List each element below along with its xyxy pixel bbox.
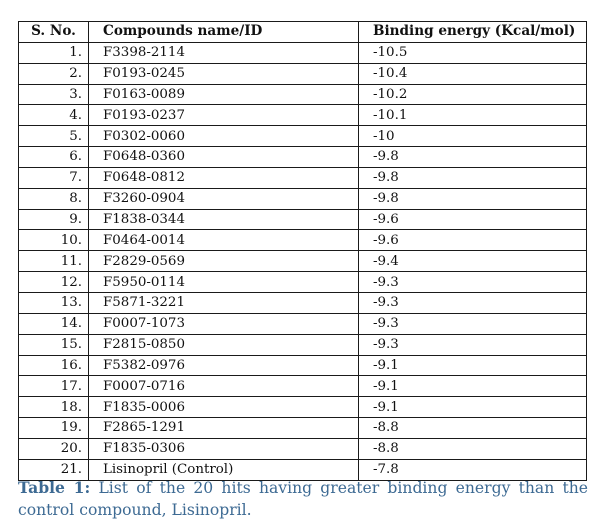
compound-name-cell: F0648-0360 (88, 146, 359, 168)
header-row: S. No. Compounds name/ID Binding energy … (18, 21, 587, 43)
binding-energy-cell: -10.1 (358, 104, 587, 127)
table-row: 18. F1835-0006 -9.1 (18, 396, 587, 419)
binding-energy-cell: -9.1 (358, 396, 587, 419)
compound-name-cell: F0007-0716 (88, 375, 359, 398)
binding-energy-cell: -9.3 (358, 271, 587, 293)
compound-name-cell: F0648-0812 (88, 166, 359, 189)
table-row: 12. F5950-0114 -9.3 (18, 271, 587, 293)
table-body: 1. F3398-2114 -10.5 2. F0193-0245 -10.4 3. F016… (18, 41, 587, 481)
table-row: 1. F3398-2114 -10.5 (18, 41, 587, 64)
table-row: 20. F1835-0306 -8.8 (18, 437, 587, 460)
serial-no-cell: 15. (18, 333, 89, 356)
compound-name-cell: F0464-0014 (88, 229, 359, 252)
serial-no-cell: 11. (18, 250, 89, 273)
serial-no-cell: 6. (18, 146, 89, 168)
serial-no-cell: 4. (18, 104, 89, 127)
table-row: 19. F2865-1291 -8.8 (18, 417, 587, 439)
binding-energy-cell: -9.8 (358, 187, 587, 210)
table-row: 8. F3260-0904 -9.8 (18, 187, 587, 210)
table-row: 11. F2829-0569 -9.4 (18, 250, 587, 273)
serial-no-cell: 19. (18, 417, 89, 439)
binding-energy-cell: -8.8 (358, 437, 587, 460)
table-row: 10. F0464-0014 -9.6 (18, 229, 587, 252)
header-compound-name: Compounds name/ID (88, 21, 359, 43)
table-row: 14. F0007-1073 -9.3 (18, 312, 587, 335)
binding-energy-cell: -9.6 (358, 229, 587, 252)
compound-name-cell: F1838-0344 (88, 208, 359, 231)
binding-energy-table: S. No. Compounds name/ID Binding energy … (18, 21, 587, 481)
binding-energy-cell: -9.6 (358, 208, 587, 231)
compound-name-cell: F5950-0114 (88, 271, 359, 293)
serial-no-cell: 1. (18, 41, 89, 64)
compound-name-cell: F0007-1073 (88, 312, 359, 335)
compound-name-cell: F1835-0306 (88, 437, 359, 460)
serial-no-cell: 17. (18, 375, 89, 398)
binding-energy-cell: -10.4 (358, 62, 587, 85)
serial-no-cell: 7. (18, 166, 89, 189)
table-row: 3. F0163-0089 -10.2 (18, 83, 587, 106)
table-row: 13. F5871-3221 -9.3 (18, 291, 587, 314)
table-row: 4. F0193-0237 -10.1 (18, 104, 587, 127)
binding-energy-cell: -9.1 (358, 375, 587, 398)
serial-no-cell: 5. (18, 125, 89, 148)
caption-text: List of the 20 hits having greater bindi… (18, 479, 588, 519)
compound-name-cell: F0163-0089 (88, 83, 359, 106)
compound-name-cell: F5382-0976 (88, 354, 359, 377)
serial-no-cell: 16. (18, 354, 89, 377)
serial-no-cell: 9. (18, 208, 89, 231)
table-caption: Table 1: List of the 20 hits having grea… (18, 477, 588, 521)
table-row: 17. F0007-0716 -9.1 (18, 375, 587, 398)
table-row: 7. F0648-0812 -9.8 (18, 166, 587, 189)
table-row: 6. F0648-0360 -9.8 (18, 146, 587, 168)
serial-no-cell: 8. (18, 187, 89, 210)
table-row: 2. F0193-0245 -10.4 (18, 62, 587, 85)
serial-no-cell: 10. (18, 229, 89, 252)
table-container: S. No. Compounds name/ID Binding energy … (18, 21, 587, 481)
binding-energy-cell: -9.1 (358, 354, 587, 377)
serial-no-cell: 12. (18, 271, 89, 293)
serial-no-cell: 14. (18, 312, 89, 335)
binding-energy-cell: -10 (358, 125, 587, 148)
serial-no-cell: 3. (18, 83, 89, 106)
table-row: 15. F2815-0850 -9.3 (18, 333, 587, 356)
header-serial-no: S. No. (18, 21, 89, 43)
binding-energy-cell: -9.4 (358, 250, 587, 273)
binding-energy-cell: -9.8 (358, 146, 587, 168)
binding-energy-cell: -10.5 (358, 41, 587, 64)
compound-name-cell: F5871-3221 (88, 291, 359, 314)
serial-no-cell: 21. (18, 458, 89, 481)
compound-name-cell: F2865-1291 (88, 417, 359, 439)
binding-energy-cell: -9.3 (358, 312, 587, 335)
binding-energy-cell: -8.8 (358, 417, 587, 439)
binding-energy-cell: -10.2 (358, 83, 587, 106)
serial-no-cell: 2. (18, 62, 89, 85)
compound-name-cell: F3260-0904 (88, 187, 359, 210)
compound-name-cell: F2815-0850 (88, 333, 359, 356)
header-binding-energy: Binding energy (Kcal/mol) (358, 21, 587, 43)
compound-name-cell: F0302-0060 (88, 125, 359, 148)
binding-energy-cell: -7.8 (358, 458, 587, 481)
compound-name-cell: F1835-0006 (88, 396, 359, 419)
compound-name-cell: F0193-0245 (88, 62, 359, 85)
serial-no-cell: 13. (18, 291, 89, 314)
table-row: 9. F1838-0344 -9.6 (18, 208, 587, 231)
serial-no-cell: 20. (18, 437, 89, 460)
table-row: 16. F5382-0976 -9.1 (18, 354, 587, 377)
compound-name-cell: F3398-2114 (88, 41, 359, 64)
binding-energy-cell: -9.3 (358, 291, 587, 314)
table-row: 21. Lisinopril (Control) -7.8 (18, 458, 587, 481)
table-row: 5. F0302-0060 -10 (18, 125, 587, 148)
compound-name-cell: F2829-0569 (88, 250, 359, 273)
serial-no-cell: 18. (18, 396, 89, 419)
compound-name-cell: F0193-0237 (88, 104, 359, 127)
table-header: S. No. Compounds name/ID Binding energy … (18, 21, 587, 43)
binding-energy-cell: -9.8 (358, 166, 587, 189)
caption-label: Table 1: (18, 478, 91, 497)
binding-energy-cell: -9.3 (358, 333, 587, 356)
